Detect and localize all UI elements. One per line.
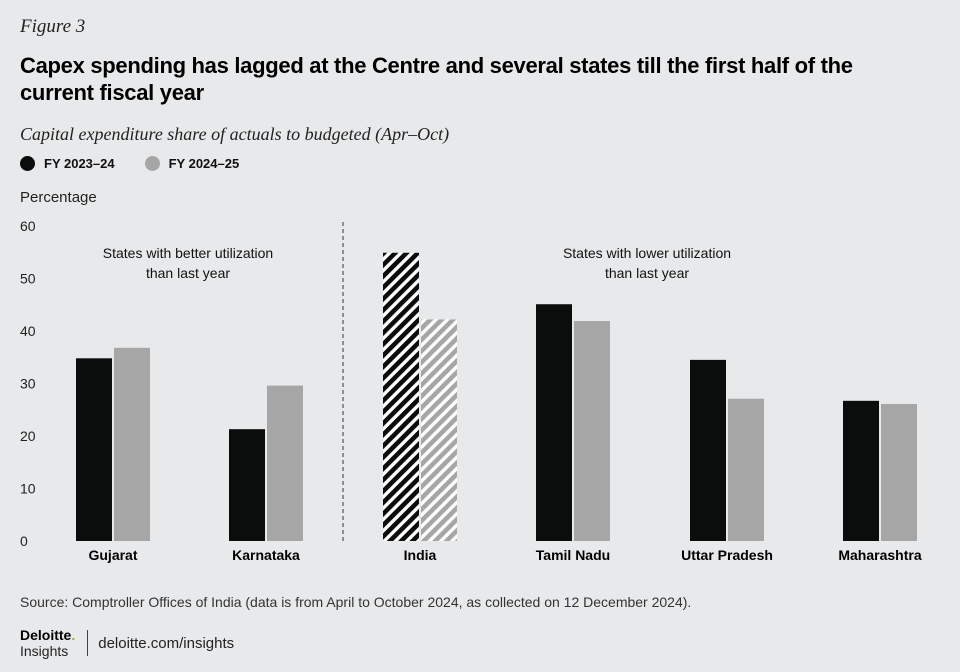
y-tick-label: 0 [20,533,28,549]
bar-gujarat-series1 [76,358,112,541]
y-tick-label: 20 [20,428,36,444]
y-tick-label: 30 [20,376,36,392]
legend-swatch-fy2024-25 [144,156,160,171]
legend-item-fy2023-24: FY 2023–24 [20,156,115,171]
group-annotation-left: States with better utilization [103,245,273,261]
bar-karnataka-series2 [267,385,303,541]
y-tick-label: 10 [20,481,36,497]
brand-name: Deloitte. [20,627,76,643]
bar-uttar-pradesh-series1 [690,359,726,541]
y-tick-label: 50 [20,271,36,287]
footer: Deloitte. Insights deloitte.com/insights [20,627,234,659]
chart-subtitle: Capital expenditure share of actuals to … [20,124,450,144]
legend-swatch-fy2023-24 [20,156,35,171]
group-annotation-right: than last year [605,265,689,281]
legend-label-fy2023-24: FY 2023–24 [44,156,115,171]
footer-divider [87,630,89,656]
source-note: Source: Comptroller Offices of India (da… [20,594,692,610]
x-category-label: Tamil Nadu [536,547,610,563]
group-annotation-right: States with lower utilization [563,245,731,261]
legend-item-fy2024-25: FY 2024–25 [144,156,240,171]
x-category-label: Karnataka [232,547,300,563]
bar-tamil-nadu-series1 [536,304,572,541]
x-category-label: Uttar Pradesh [681,547,773,563]
y-tick-label: 40 [20,323,36,339]
brand-sub: Insights [20,643,69,659]
bar-tamil-nadu-series2 [574,321,610,541]
x-category-label: Maharashtra [838,547,921,563]
bar-karnataka-series1 [229,429,265,541]
bar-maharashtra-series1 [843,400,879,541]
x-category-label: India [404,547,437,563]
bar-gujarat-series2 [114,347,150,541]
legend: FY 2023–24 FY 2024–25 [20,156,269,171]
x-category-label: Gujarat [88,547,137,563]
footer-link[interactable]: deloitte.com/insights [98,634,235,652]
chart-title: Capex spending has lagged at the Centre … [20,53,853,105]
figure-label: Figure 3 [20,16,86,37]
bar-india-series1 [383,252,419,541]
bar-uttar-pradesh-series2 [728,398,764,541]
group-annotation-left: than last year [146,265,230,281]
bar-india-series2 [421,319,457,541]
deloitte-insights-logo: Deloitte. Insights [20,627,75,659]
y-tick-label: 60 [20,218,36,234]
legend-label-fy2024-25: FY 2024–25 [168,156,240,171]
y-axis-label: Percentage [20,189,97,206]
bar-maharashtra-series2 [881,403,917,541]
